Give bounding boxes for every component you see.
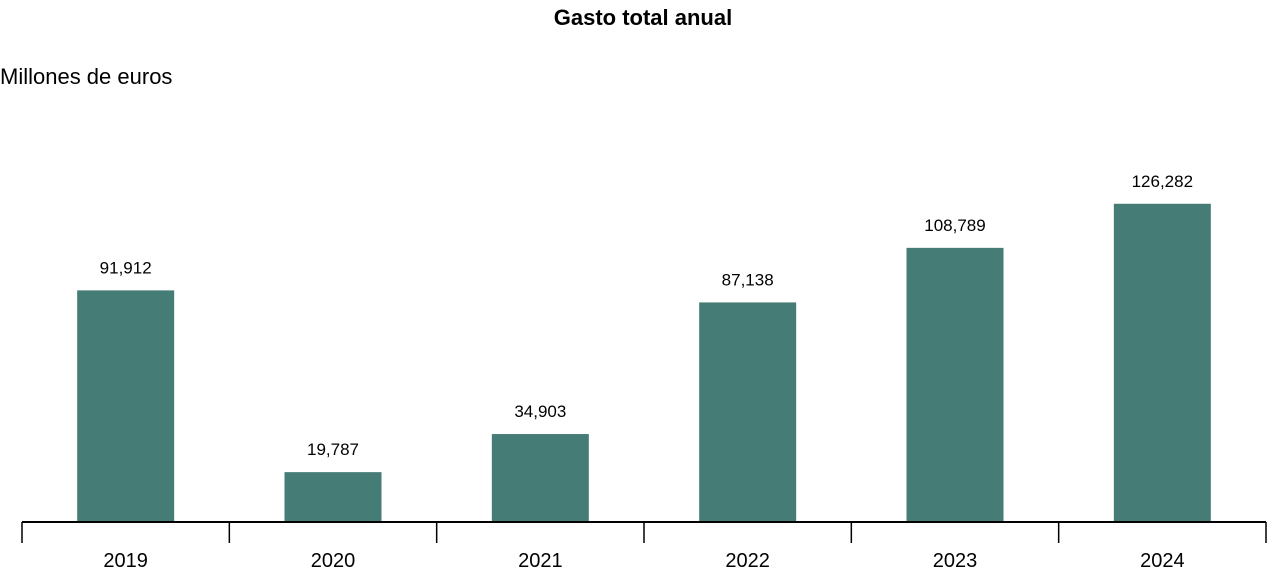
- value-label-2019: 91,912: [100, 258, 152, 277]
- y-axis-unit-label: Millones de euros: [0, 64, 172, 89]
- bar-2021: [491, 434, 589, 522]
- x-tick-label-2020: 2020: [311, 550, 356, 572]
- value-label-2020: 19,787: [307, 440, 359, 459]
- bars: [77, 203, 1211, 523]
- bar-2024: [1113, 203, 1211, 523]
- x-tick-label-2021: 2021: [518, 550, 563, 572]
- chart-title: Gasto total anual: [554, 5, 732, 30]
- value-labels: 91,912 19,787 34,903 87,138 108,789 126,282: [100, 172, 1193, 459]
- value-label-2021: 34,903: [514, 402, 566, 421]
- x-axis-tick-labels: 2019 2020 2021 2022 2023 2024: [103, 550, 1184, 572]
- value-label-2022: 87,138: [722, 270, 774, 289]
- bar-2023: [906, 247, 1004, 522]
- bar-2022: [699, 302, 797, 522]
- value-label-2024: 126,282: [1132, 172, 1193, 191]
- x-tick-label-2022: 2022: [725, 550, 770, 572]
- x-tick-label-2023: 2023: [933, 550, 978, 572]
- x-tick-label-2019: 2019: [103, 550, 148, 572]
- bar-2020: [284, 472, 382, 522]
- bar-2019: [77, 290, 175, 522]
- x-tick-label-2024: 2024: [1140, 550, 1185, 572]
- value-label-2023: 108,789: [924, 216, 985, 235]
- x-axis-ticks: [21, 522, 1267, 543]
